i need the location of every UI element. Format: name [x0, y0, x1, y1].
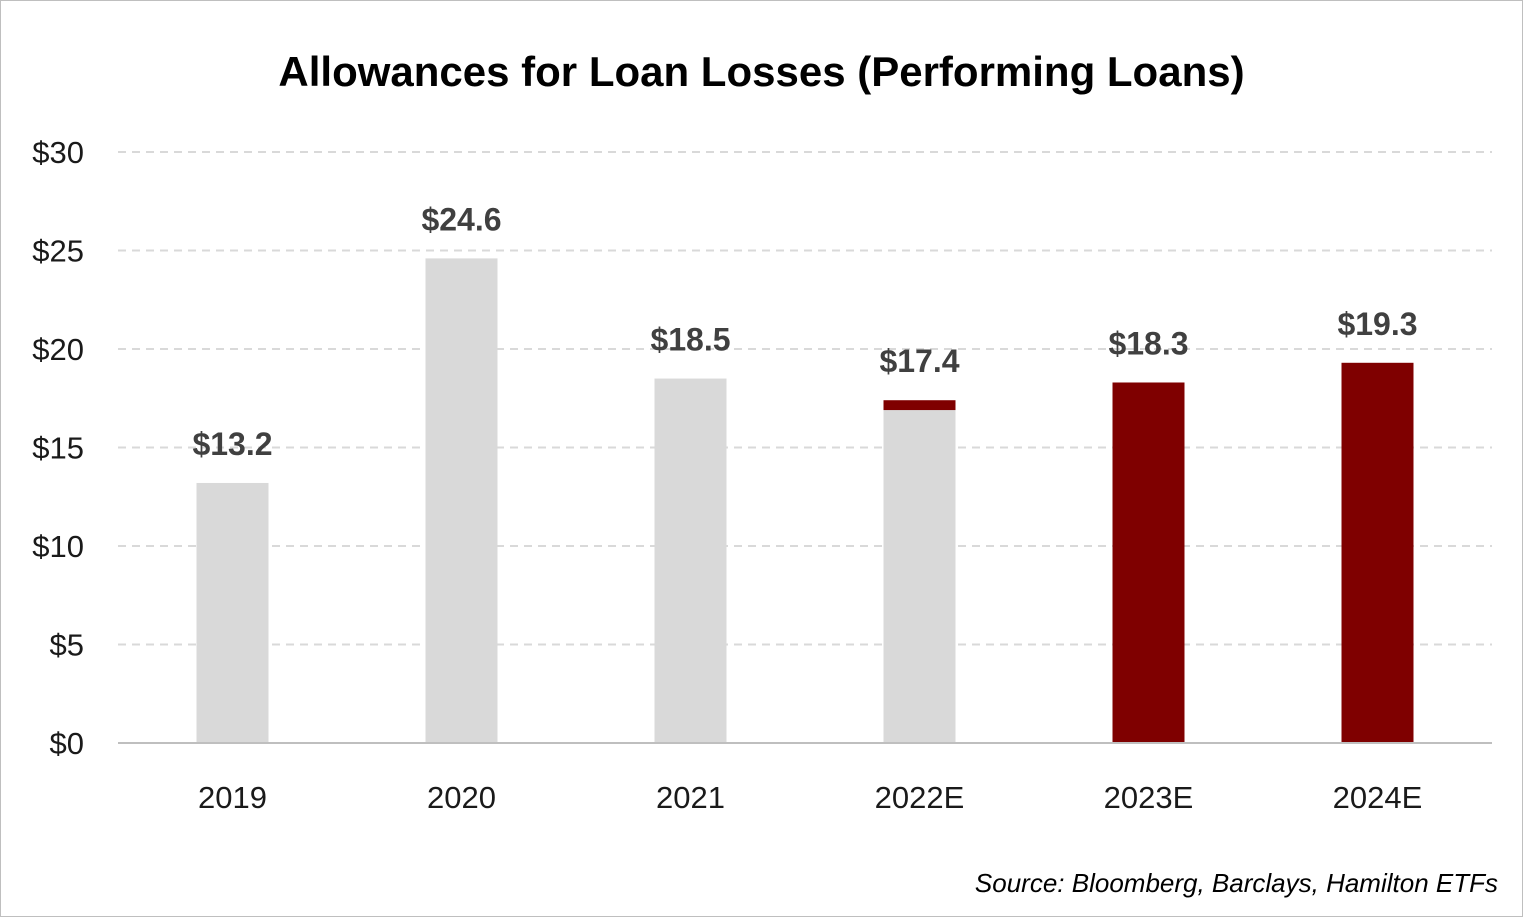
y-axis-ticks: $0 $5 $10 $15 $20 $25 $30	[32, 135, 84, 761]
y-tick-label: $10	[32, 529, 84, 564]
x-tick-label: 2024E	[1333, 780, 1423, 815]
x-tick-label: 2022E	[875, 780, 965, 815]
bar-actual	[196, 482, 269, 743]
bar-estimate	[1112, 382, 1185, 743]
data-label: $13.2	[192, 426, 272, 462]
y-tick-label: $25	[32, 234, 84, 269]
gridlines	[118, 151, 1492, 646]
data-label: $18.5	[650, 322, 730, 358]
x-tick-label: 2019	[198, 780, 267, 815]
y-tick-label: $0	[50, 726, 84, 761]
bar-estimate	[883, 400, 956, 411]
x-tick-label: 2020	[427, 780, 496, 815]
y-tick-label: $5	[50, 628, 84, 663]
bar-actual	[425, 258, 498, 743]
source-note: Source: Bloomberg, Barclays, Hamilton ET…	[974, 868, 1498, 898]
bar-actual	[654, 378, 727, 743]
bars	[196, 258, 1414, 743]
data-label: $24.6	[421, 201, 501, 237]
y-tick-label: $30	[32, 135, 84, 170]
data-labels: $13.2 $24.6 $18.5 $17.4 $18.3 $19.3	[192, 201, 1417, 462]
bar-estimate	[1341, 362, 1414, 743]
x-axis-labels: 2019 2020 2021 2022E 2023E 2024E	[198, 780, 1422, 815]
data-label: $17.4	[879, 343, 959, 379]
bar-actual	[883, 410, 956, 743]
y-tick-label: $20	[32, 332, 84, 367]
data-label: $19.3	[1337, 306, 1417, 342]
chart-title: Allowances for Loan Losses (Performing L…	[278, 48, 1245, 95]
x-tick-label: 2021	[656, 780, 725, 815]
data-label: $18.3	[1108, 325, 1188, 361]
x-tick-label: 2023E	[1104, 780, 1194, 815]
y-tick-label: $15	[32, 431, 84, 466]
